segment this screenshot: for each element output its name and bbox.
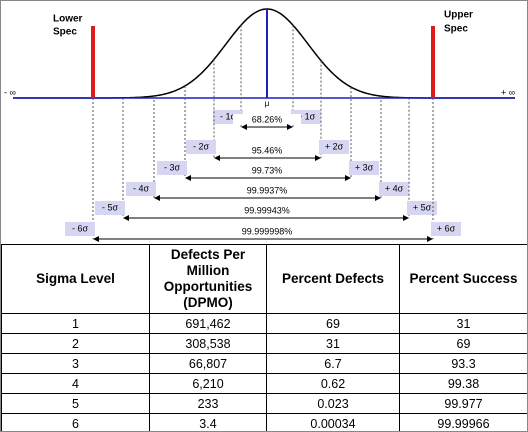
pos-inf-label: + ∞ <box>501 87 515 97</box>
table-cell: 31 <box>266 333 400 354</box>
sigma-box <box>126 182 156 196</box>
mu-label: μ <box>265 99 270 108</box>
coverage-bg <box>233 226 301 236</box>
table-row: 5 233 0.023 99.977 <box>1 393 527 414</box>
sigma-label: + 2σ <box>325 141 344 151</box>
sigma-box <box>349 161 379 175</box>
table-cell: 3 <box>1 353 150 374</box>
sigma-label: - 2σ <box>193 141 210 151</box>
column-header: Sigma Level <box>1 244 150 314</box>
coverage-bg <box>233 185 301 195</box>
table-row: 2 308,538 31 69 <box>1 333 527 354</box>
sigma-box <box>407 201 437 215</box>
sigma-label: - 4σ <box>133 183 150 193</box>
neg-inf-label: - ∞ <box>4 87 16 97</box>
upper-spec-label: Upper <box>444 10 473 21</box>
table-cell: 2 <box>1 333 150 354</box>
table-row: 3 66,807 6.7 93.3 <box>1 353 527 374</box>
sigma-label: + 3σ <box>355 162 374 172</box>
coverage-label: 99.999998% <box>242 226 293 236</box>
table-cell: 66,807 <box>149 353 267 374</box>
sigma-label: + 5σ <box>413 202 432 212</box>
lower-spec-label: Lower <box>53 14 83 25</box>
table-cell: 1 <box>1 313 150 334</box>
sigma-label: - 1σ <box>220 111 237 121</box>
coverage-bg <box>233 145 301 155</box>
lower-spec-label: Spec <box>53 27 77 38</box>
sigma-table: Sigma Level Defects Per Million Opportuni… <box>1 244 527 431</box>
coverage-bg <box>233 165 301 175</box>
table-cell: 691,462 <box>149 313 267 334</box>
coverage-label: 68.26% <box>252 114 283 124</box>
sigma-label: - 6σ <box>72 223 89 233</box>
table-cell: 5 <box>1 393 150 414</box>
header-row: Sigma Level Defects Per Million Opportuni… <box>1 244 527 314</box>
table-cell: 99.99966 <box>399 413 527 431</box>
coverage-label: 99.99943% <box>244 205 290 215</box>
sigma-box <box>379 182 409 196</box>
sigma-box <box>95 201 125 215</box>
table-cell: 308,538 <box>149 333 267 354</box>
table-cell: 6.7 <box>266 353 400 374</box>
table-cell: 69 <box>399 333 527 354</box>
coverage-bg <box>233 205 301 215</box>
table-cell: 31 <box>399 313 527 334</box>
sigma-label: + 6σ <box>437 223 456 233</box>
column-header: Defects Per Million Opportunities (DPMO) <box>149 244 267 314</box>
table-cell: 6 <box>1 413 150 431</box>
sigma-label: - 5σ <box>102 202 119 212</box>
coverage-label: 99.9937% <box>247 185 288 195</box>
table-cell: 93.3 <box>399 353 527 374</box>
table-row: 6 3.4 0.00034 99.99966 <box>1 413 527 431</box>
upper-spec-label: Spec <box>444 24 468 35</box>
sigma-diagram: Lower Spec Upper Spec - ∞ + ∞ μ - 1σ + 1σ 68.26% -… <box>4 8 515 242</box>
table-cell: 0.00034 <box>266 413 400 431</box>
sigma-box <box>431 222 461 236</box>
column-header: Percent Success <box>399 244 527 314</box>
table-cell: 4 <box>1 373 150 394</box>
coverage-label: 95.46% <box>252 145 283 155</box>
sigma-box <box>186 140 216 154</box>
table-cell: 0.023 <box>266 393 400 414</box>
sigma-box <box>157 161 187 175</box>
sigma-label: + 4σ <box>385 183 404 193</box>
table-cell: 0.62 <box>266 373 400 394</box>
bell-curve <box>13 8 515 99</box>
table-row: 4 6,210 0.62 99.38 <box>1 373 527 394</box>
table-cell: 6,210 <box>149 373 267 394</box>
table-cell: 99.38 <box>399 373 527 394</box>
sigma-box <box>65 222 95 236</box>
table-cell: 3.4 <box>149 413 267 431</box>
table-cell: 99.977 <box>399 393 527 414</box>
sigma-box <box>319 140 349 154</box>
sigma-label: - 3σ <box>164 162 181 172</box>
table-cell: 69 <box>266 313 400 334</box>
sigma-label: + 1σ <box>297 111 316 121</box>
coverage-bg <box>233 114 301 124</box>
table-row: 1 691,462 69 31 <box>1 313 527 334</box>
coverage-label: 99.73% <box>252 165 283 175</box>
column-header: Percent Defects <box>266 244 400 314</box>
table-cell: 233 <box>149 393 267 414</box>
